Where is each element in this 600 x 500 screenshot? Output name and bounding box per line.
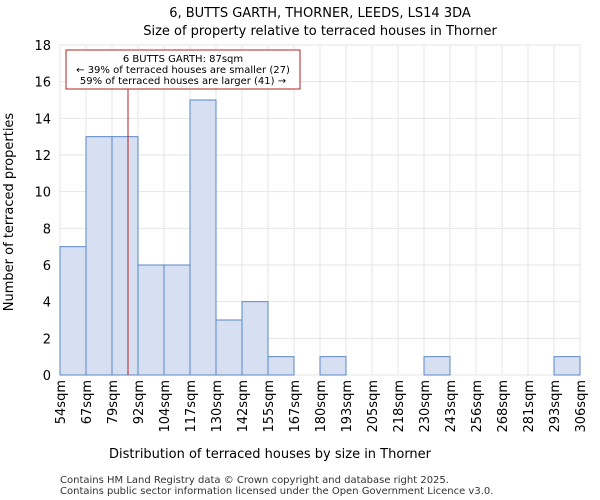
bar: [267, 356, 295, 376]
y-axis-ticks: 0 2 4 6 8 10 12 14 16 18: [34, 39, 51, 384]
x-axis-label: Distribution of terraced houses by size …: [109, 447, 432, 462]
bar: [189, 99, 217, 376]
annotation-line-3: 59% of terraced houses are larger (41) →: [80, 76, 286, 87]
chart-title: 6, BUTTS GARTH, THORNER, LEEDS, LS14 3DA: [169, 6, 471, 21]
chart-subtitle: Size of property relative to terraced ho…: [143, 24, 497, 39]
x-tick-label: 117sqm: [184, 380, 199, 433]
x-tick-label: 193sqm: [340, 380, 355, 433]
x-tick-label: 130sqm: [210, 380, 225, 433]
y-tick-label: 4: [43, 296, 51, 311]
y-tick-label: 0: [43, 369, 51, 384]
x-tick-label: 281sqm: [522, 380, 537, 433]
x-tick-label: 142sqm: [236, 380, 251, 433]
bars-group: [59, 99, 581, 376]
bar: [215, 319, 243, 376]
x-tick-label: 256sqm: [470, 380, 485, 433]
x-tick-label: 243sqm: [444, 380, 459, 433]
bar: [553, 356, 581, 376]
x-tick-label: 104sqm: [158, 380, 173, 433]
x-tick-label: 268sqm: [496, 380, 511, 433]
annotation-line-2: ← 39% of terraced houses are smaller (27…: [76, 65, 290, 76]
x-tick-label: 67sqm: [80, 380, 95, 424]
x-tick-label: 155sqm: [262, 380, 277, 433]
x-tick-label: 306sqm: [574, 380, 589, 433]
y-tick-label: 16: [34, 76, 51, 91]
y-axis-label: Number of terraced properties: [2, 113, 17, 312]
y-tick-label: 12: [34, 149, 51, 164]
y-tick-label: 18: [34, 39, 51, 54]
y-tick-label: 14: [34, 112, 51, 127]
y-tick-label: 6: [43, 259, 51, 274]
x-tick-label: 167sqm: [288, 380, 303, 433]
y-tick-label: 10: [34, 186, 51, 201]
footer-line-2: Contains public sector information licen…: [60, 486, 493, 497]
bar: [319, 356, 347, 376]
bar: [241, 301, 269, 376]
bar: [423, 356, 451, 376]
x-tick-label: 293sqm: [548, 380, 563, 433]
x-tick-label: 218sqm: [392, 380, 407, 433]
x-axis-ticks: 54sqm 67sqm 79sqm 92sqm 104sqm 117sqm 130sqm 14…: [54, 380, 589, 433]
bar: [163, 264, 191, 376]
x-tick-label: 92sqm: [132, 380, 147, 424]
annotation-box: [65, 49, 301, 90]
y-tick-label: 2: [43, 332, 51, 347]
x-tick-label: 205sqm: [366, 380, 381, 433]
bar: [59, 246, 87, 376]
bar: [85, 136, 113, 376]
x-tick-label: 54sqm: [54, 380, 69, 424]
bar: [137, 264, 165, 376]
y-tick-label: 8: [43, 222, 51, 237]
footer-line-1: Contains HM Land Registry data © Crown c…: [60, 475, 449, 486]
x-tick-label: 180sqm: [314, 380, 329, 433]
x-tick-label: 79sqm: [106, 380, 121, 424]
bar: [111, 136, 139, 376]
x-tick-label: 230sqm: [418, 380, 433, 433]
annotation-line-1: 6 BUTTS GARTH: 87sqm: [123, 54, 243, 65]
